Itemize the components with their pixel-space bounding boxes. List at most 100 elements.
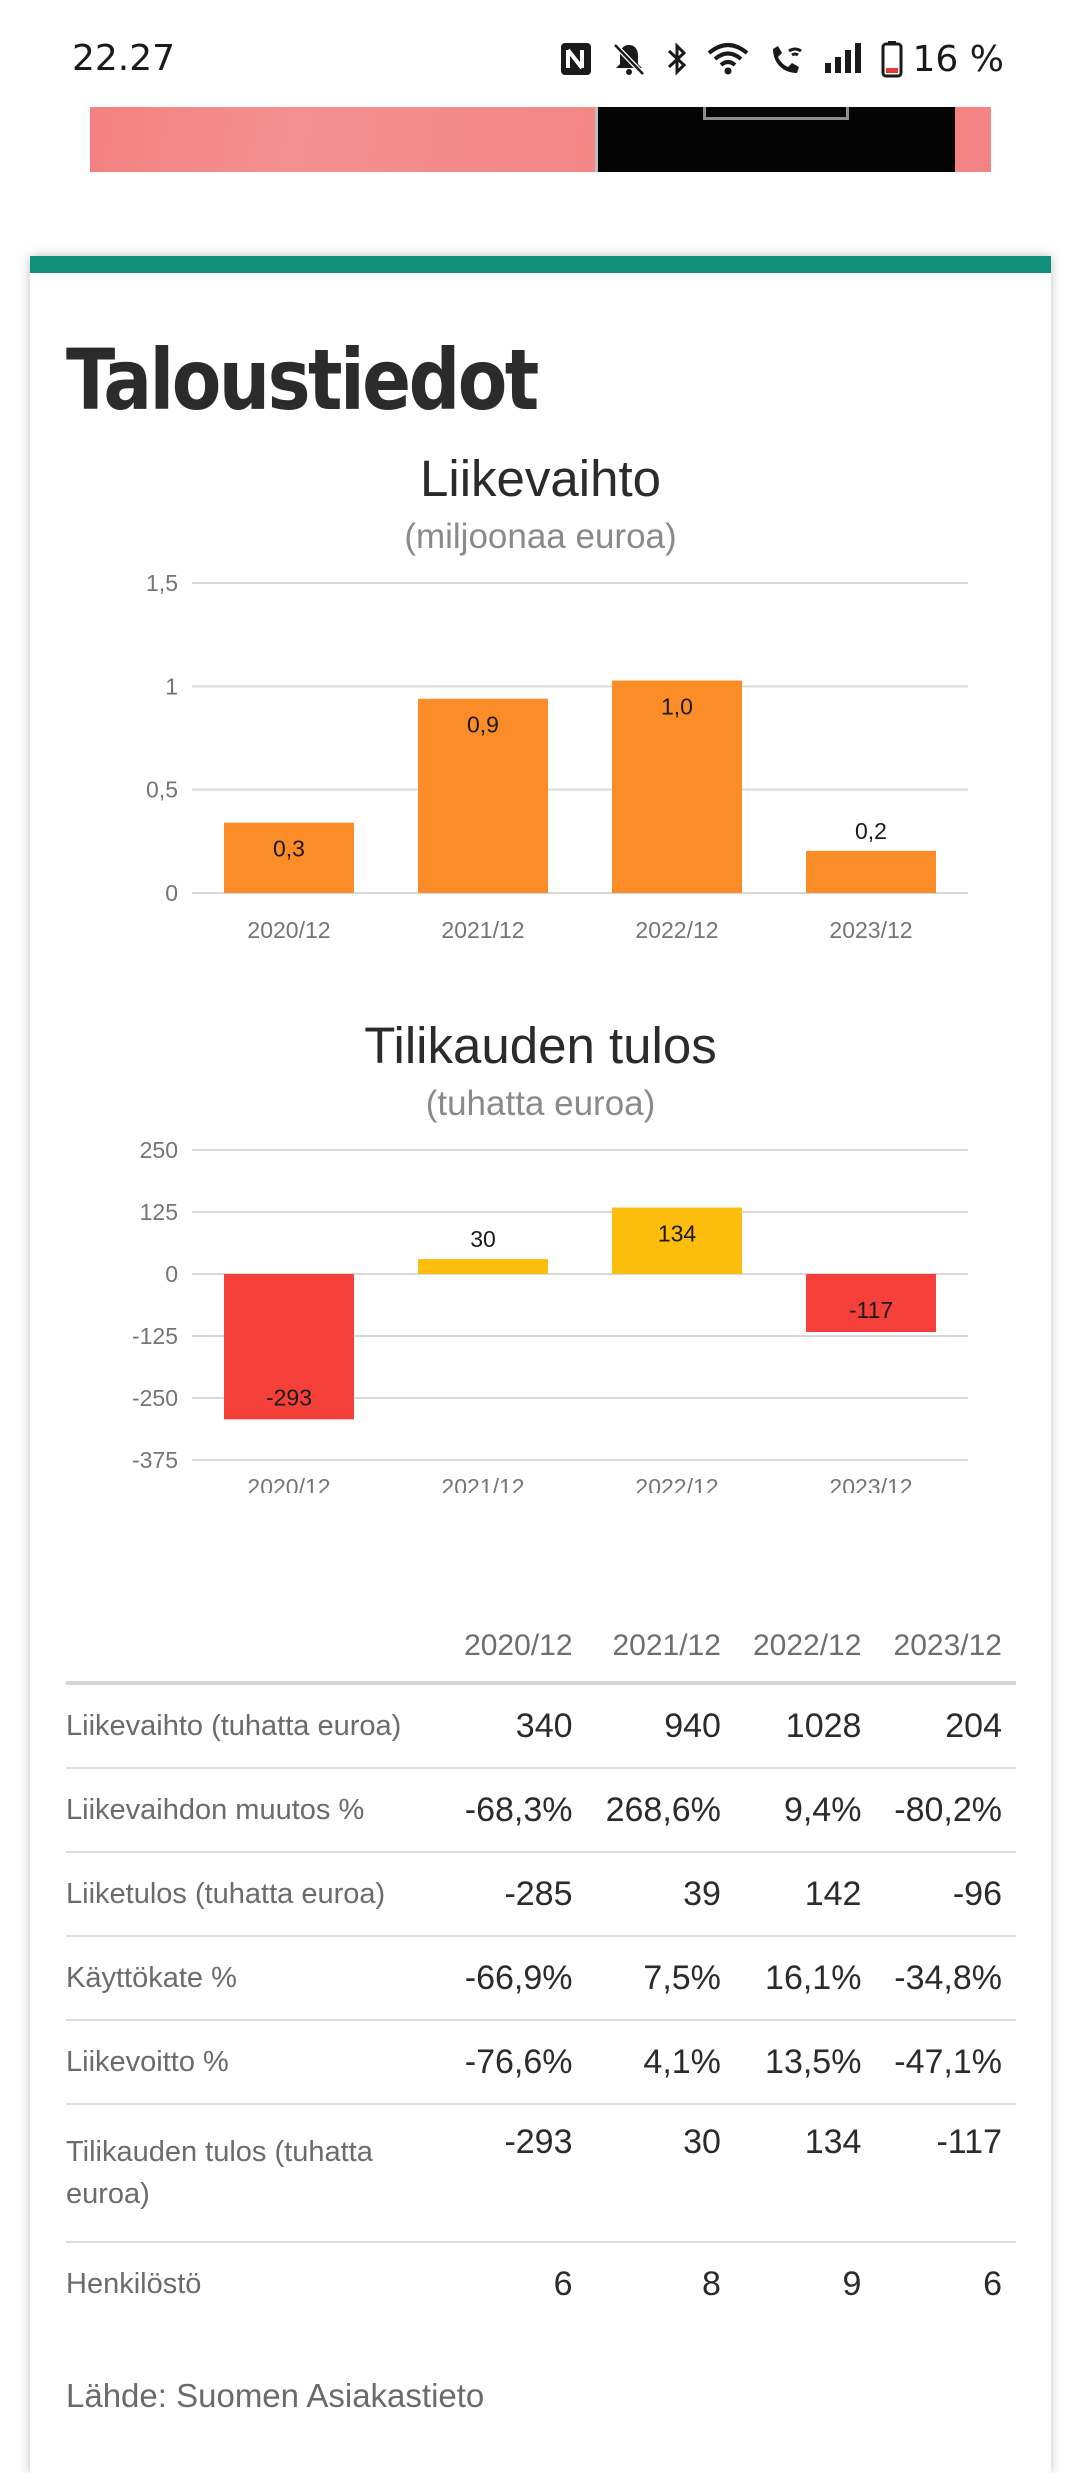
data-label: -117 [849, 1297, 893, 1323]
x-tick-label: 2020/12 [247, 1474, 330, 1493]
data-label: 1,0 [661, 694, 693, 720]
table-cell: 9 [842, 2264, 862, 2303]
row-label: Tilikauden tulos (tuhatta euroa) [66, 2104, 446, 2243]
table-row: Henkilöstö 6 8 9 6 [66, 2242, 1016, 2325]
table-cell: -96 [875, 1852, 1016, 1937]
financials-card: Taloustiedot Liikevaihto (miljoonaa euro… [30, 256, 1051, 2473]
table-cell: 134 [734, 2104, 876, 2243]
status-icons: 16 % [559, 34, 1004, 84]
nfc-icon [559, 41, 593, 77]
table-cell: -66,9% [446, 1936, 587, 2021]
bar [224, 1274, 354, 1420]
row-label: Liikevaihdon muutos % [66, 1768, 446, 1853]
table-cell: -80,2% [875, 1768, 1016, 1853]
y-tick-label: 0 [165, 1261, 178, 1287]
row-label: Liikevoitto % [66, 2020, 446, 2105]
bell-off-icon [611, 41, 647, 77]
data-label: 0,9 [467, 712, 499, 738]
x-tick-label: 2023/12 [829, 917, 912, 943]
y-tick-label: -125 [132, 1323, 178, 1349]
bar [418, 698, 548, 893]
y-tick-label: 1 [165, 673, 178, 699]
table-cell: 340 [446, 1683, 587, 1769]
table-cell: 30 [586, 2104, 735, 2243]
table-row: Liikevoitto % -76,6% 4,1% 13,5% -47,1% [66, 2020, 1016, 2105]
chart-profit-subtitle: (tuhatta euroa) [425, 1084, 656, 1123]
wifi-calling-icon [767, 41, 805, 77]
table-header-year: 2022/12 [752, 1629, 862, 1662]
table-row: Liiketulos (tuhatta euroa) -285 39 142 -… [66, 1852, 1016, 1937]
y-tick-label: 0,5 [146, 777, 178, 803]
table-cell: 142 [734, 1852, 876, 1937]
table-header-row: 2020/12 2021/12 2022/12 2023/12 [66, 1613, 1016, 1683]
table-cell: 13,5% [734, 2020, 876, 2105]
x-tick-label: 2022/12 [635, 917, 718, 943]
battery-icon [881, 40, 903, 78]
source-text: Lähde: Suomen Asiakastieto [66, 2377, 485, 2414]
bar [612, 1207, 742, 1274]
table-cell: 4,1% [586, 2020, 735, 2105]
financials-table: 2020/12 2021/12 2022/12 2023/12 Liikevai… [66, 1613, 1016, 2325]
x-tick-label: 2020/12 [247, 917, 330, 943]
x-tick-label: 2021/12 [441, 917, 524, 943]
ad-image-product [595, 107, 961, 172]
y-tick-label: -250 [132, 1385, 178, 1411]
status-time: 22.27 [72, 38, 176, 79]
bar [418, 1259, 548, 1274]
ad-product-outline [703, 107, 849, 120]
chart-revenue-subtitle: (miljoonaa euroa) [404, 517, 677, 556]
data-label: -293 [266, 1384, 312, 1410]
table-cell: -285 [446, 1852, 587, 1937]
table-cell: 268,6% [586, 1768, 735, 1853]
table-row: Tilikauden tulos (tuhatta euroa) -293 30… [66, 2104, 1016, 2243]
row-label: Liiketulos (tuhatta euroa) [66, 1852, 446, 1937]
table-row: Liikevaihdon muutos % -68,3% 268,6% 9,4%… [66, 1768, 1016, 1853]
data-label: 0,3 [273, 836, 305, 862]
x-tick-label: 2021/12 [441, 1474, 524, 1493]
table-cell: -68,3% [446, 1768, 587, 1853]
card-title: Taloustiedot [66, 331, 539, 429]
wifi-icon [707, 41, 749, 77]
bar [806, 1274, 936, 1333]
table-header-year: 2021/12 [612, 1629, 721, 1662]
table-row: Käyttökate % -66,9% 7,5% 16,1% -34,8% [66, 1936, 1016, 2021]
x-tick-label: 2022/12 [635, 1474, 718, 1493]
ad-banner[interactable] [90, 107, 991, 172]
chart-profit-title: Tilikauden tulos [364, 1017, 717, 1074]
table-header-year: 2020/12 [464, 1629, 573, 1662]
y-tick-label: 1,5 [146, 570, 178, 596]
table-cell: 16,1% [734, 1936, 876, 2021]
y-tick-label: 250 [140, 1137, 178, 1163]
table-cell: 39 [586, 1852, 735, 1937]
data-label: 0,2 [855, 818, 887, 844]
table-cell: 9,4% [734, 1768, 876, 1853]
table-cell: -293 [446, 2104, 587, 2243]
ad-image-right [955, 107, 991, 172]
table-header-year: 2023/12 [893, 1629, 1002, 1662]
table-cell: -47,1% [875, 2020, 1016, 2105]
table-cell: 6 [983, 2264, 1002, 2303]
ad-image-left [90, 107, 595, 172]
bar [224, 822, 354, 893]
bar [612, 680, 742, 893]
table-cell: 6 [553, 2264, 573, 2303]
y-tick-label: 125 [140, 1199, 178, 1225]
table-cell: -76,6% [446, 2020, 587, 2105]
x-tick-label: 2023/12 [829, 1474, 912, 1493]
table-cell: 7,5% [586, 1936, 735, 2021]
table-cell: -117 [875, 2104, 1016, 2243]
table-header-empty [66, 1613, 446, 1683]
table-cell: 204 [875, 1683, 1016, 1769]
row-label: Liikevaihto (tuhatta euroa) [66, 1683, 446, 1769]
y-tick-label: 0 [165, 880, 178, 906]
row-label: Käyttökate % [66, 1936, 446, 2021]
row-label: Henkilöstö [66, 2268, 202, 2300]
bluetooth-icon [665, 41, 689, 77]
data-label: 134 [658, 1221, 697, 1247]
table-cell: -34,8% [875, 1936, 1016, 2021]
y-tick-label: -375 [132, 1447, 178, 1473]
table-cell: 1028 [734, 1683, 876, 1769]
signal-icon [823, 41, 863, 77]
data-label: 30 [470, 1226, 496, 1252]
table-cell: 940 [586, 1683, 735, 1769]
